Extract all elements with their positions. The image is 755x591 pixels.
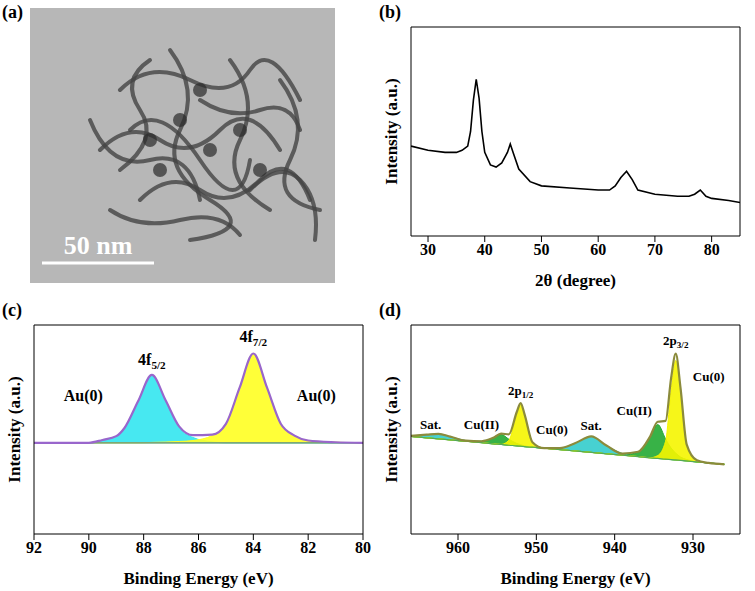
svg-text:2p3/2: 2p3/2 bbox=[663, 333, 689, 350]
svg-text:Sat.: Sat. bbox=[420, 417, 441, 432]
svg-text:Binding Energy (eV): Binding Energy (eV) bbox=[500, 569, 650, 588]
svg-text:86: 86 bbox=[191, 539, 207, 556]
svg-text:960: 960 bbox=[446, 539, 470, 556]
svg-text:Binding Energy (eV): Binding Energy (eV) bbox=[123, 569, 273, 588]
svg-text:Au(0): Au(0) bbox=[64, 387, 103, 405]
html-text:(c): (c) bbox=[2, 300, 22, 320]
svg-text:50: 50 bbox=[533, 241, 549, 258]
svg-text:70: 70 bbox=[647, 241, 663, 258]
svg-text:Intensity (a.u.): Intensity (a.u.) bbox=[382, 78, 401, 184]
svg-text:4f5/2: 4f5/2 bbox=[138, 351, 166, 371]
svg-text:4f7/2: 4f7/2 bbox=[240, 328, 268, 348]
html-text:(a): (a) bbox=[2, 2, 23, 22]
svg-text:Intensity (a.u.): Intensity (a.u.) bbox=[5, 376, 24, 482]
svg-text:82: 82 bbox=[300, 539, 316, 556]
svg-text:92: 92 bbox=[26, 539, 42, 556]
svg-text:2p1/2: 2p1/2 bbox=[508, 383, 534, 400]
svg-text:Intensity (a.u.): Intensity (a.u.) bbox=[382, 376, 401, 482]
svg-text:80: 80 bbox=[704, 241, 720, 258]
svg-text:40: 40 bbox=[477, 241, 493, 258]
svg-text:50 nm: 50 nm bbox=[64, 231, 133, 260]
svg-text:60: 60 bbox=[590, 241, 606, 258]
svg-text:Cu(II): Cu(II) bbox=[617, 403, 652, 418]
svg-text:88: 88 bbox=[136, 539, 152, 556]
svg-text:2θ (degree): 2θ (degree) bbox=[535, 271, 616, 290]
html-text:(b): (b) bbox=[379, 2, 401, 22]
svg-text:950: 950 bbox=[524, 539, 548, 556]
svg-text:80: 80 bbox=[355, 539, 371, 556]
svg-text:84: 84 bbox=[245, 539, 261, 556]
svg-text:930: 930 bbox=[681, 539, 705, 556]
svg-text:Cu(0): Cu(0) bbox=[693, 369, 725, 384]
svg-text:90: 90 bbox=[81, 539, 97, 556]
svg-text:Au(0): Au(0) bbox=[297, 387, 336, 405]
svg-text:Sat.: Sat. bbox=[581, 418, 602, 433]
svg-text:940: 940 bbox=[603, 539, 627, 556]
svg-text:Cu(II): Cu(II) bbox=[464, 417, 499, 432]
svg-text:30: 30 bbox=[420, 241, 436, 258]
html-text:(d): (d) bbox=[379, 300, 401, 320]
svg-text:Cu(0): Cu(0) bbox=[536, 422, 568, 437]
